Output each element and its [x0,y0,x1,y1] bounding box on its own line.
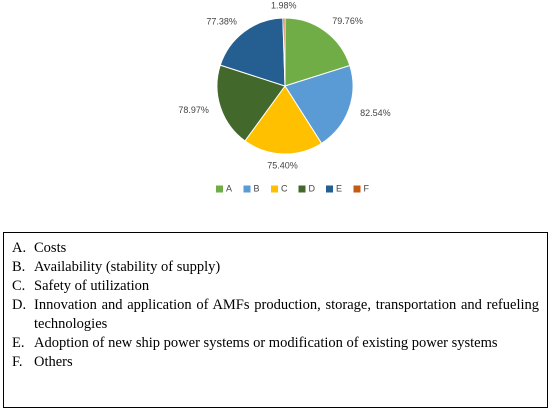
data-label: 77.38% [206,16,237,26]
key-letter: C. [12,278,26,294]
legend-swatch [216,185,223,193]
pie-slice [244,85,323,155]
chart: 79.76% 82.54% 75.40% 78.97% 77.38% 1.98% A B C D E… [178,0,391,193]
key-text: Others [34,354,73,370]
legend-swatch [353,185,361,193]
legend-swatch [243,185,251,193]
data-label: 79.76% [332,16,363,26]
key-item: C. Safety of utilization [12,277,539,296]
legend-label: A [226,183,232,193]
legend-label: F [364,183,370,193]
key-letter: A. [12,240,27,256]
key-item: A. Costs [12,239,539,258]
legend-swatch [326,185,333,193]
key-item: D. Innovation and application of AMFs pro… [12,296,539,334]
key-item: E. Adoption of new ship power systems or … [12,334,539,353]
key-text: Adoption of new ship power systems or mo… [34,335,498,351]
key-letter: B. [12,259,26,275]
pie-slice [216,64,286,142]
pie-slice [282,17,286,87]
key-text: Availability (stability of supply) [34,259,221,275]
key-text: Innovation and application of AMFs produ… [34,297,539,332]
key-letter: F. [12,354,23,370]
key-text: Safety of utilization [34,278,150,294]
legend-swatch [298,185,306,193]
data-label: 75.40% [267,160,298,170]
pie-slice [284,17,351,87]
legend-label: C [281,183,288,193]
key-text: Costs [34,240,67,256]
legend-label: B [254,183,260,193]
key-letter: D. [12,297,27,313]
pie-slice [219,17,286,87]
key-box: A. Costs B. Availability (stability of supp… [3,232,548,408]
key-letter: E. [12,335,25,351]
legend-swatch [271,185,278,193]
legend-label: E [336,183,342,193]
key-item: B. Availability (stability of supply) [12,258,539,277]
key-item: F. Others [12,353,539,372]
data-label: 82.54% [360,108,391,118]
data-label: 78.97% [178,105,209,115]
pie-slice [284,64,354,145]
legend-label: D [309,183,316,193]
data-label: 1.98% [271,0,297,10]
